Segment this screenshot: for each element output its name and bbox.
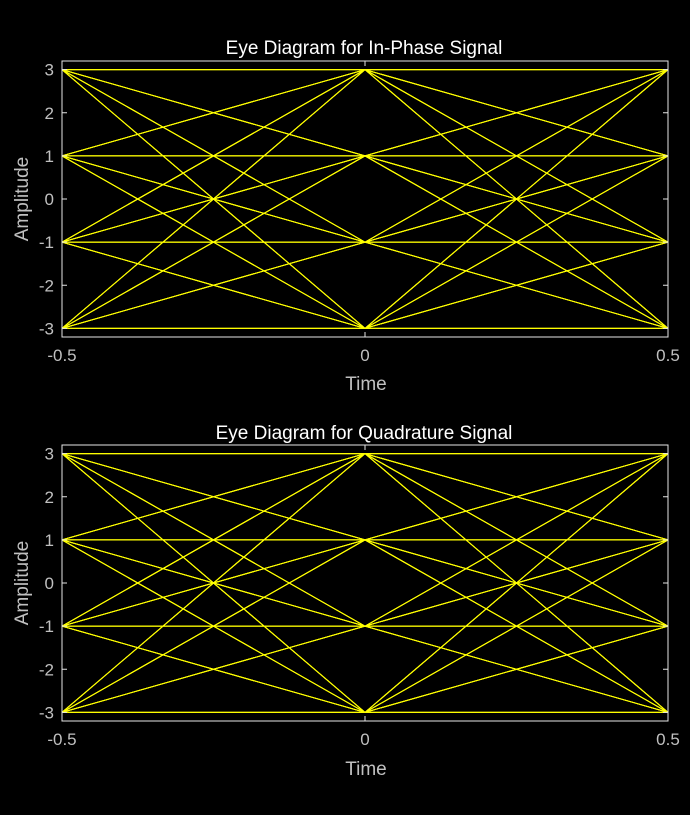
x-tick-label: -0.5 bbox=[47, 346, 76, 365]
x-tick-label: 0 bbox=[360, 730, 369, 749]
eye-trace bbox=[61, 453, 669, 541]
trace-group bbox=[61, 68, 669, 330]
x-tick-label: 0 bbox=[360, 346, 369, 365]
y-tick-label: -3 bbox=[39, 703, 54, 722]
y-tick-label: -2 bbox=[39, 660, 54, 679]
y-tick-label: 2 bbox=[45, 488, 54, 507]
x-axis-label: Time bbox=[345, 374, 387, 395]
x-tick-label: -0.5 bbox=[47, 730, 76, 749]
y-tick-label: -1 bbox=[39, 617, 54, 636]
y-axis-label: Amplitude bbox=[12, 541, 33, 626]
trace-group bbox=[61, 452, 669, 714]
x-axis-label: Time bbox=[345, 759, 387, 780]
eye-trace bbox=[61, 69, 669, 157]
y-tick-label: 1 bbox=[45, 147, 54, 166]
y-tick-label: -1 bbox=[39, 233, 54, 252]
subplot-in-phase: Eye Diagram for In-Phase Signal 3 2 1 0 -1 -2… bbox=[12, 38, 680, 395]
y-tick-label: 0 bbox=[45, 190, 54, 209]
subplot-quadrature: Eye Diagram for Quadrature Signal 3 2 1 0 -1… bbox=[12, 423, 680, 780]
y-tick-label: 2 bbox=[45, 104, 54, 123]
y-axis-label: Amplitude bbox=[12, 157, 33, 242]
chart-title: Eye Diagram for Quadrature Signal bbox=[216, 423, 513, 444]
x-axis: -0.5 0 0.5 bbox=[47, 61, 680, 365]
x-tick-label: 0.5 bbox=[656, 730, 680, 749]
y-tick-label: 0 bbox=[45, 574, 54, 593]
y-axis: 3 2 1 0 -1 -2 -3 bbox=[39, 61, 668, 338]
chart-title: Eye Diagram for In-Phase Signal bbox=[226, 38, 503, 59]
x-axis: -0.5 0 0.5 bbox=[47, 445, 680, 749]
y-tick-label: 1 bbox=[45, 531, 54, 550]
y-axis: 3 2 1 0 -1 -2 -3 bbox=[39, 445, 668, 722]
x-tick-label: 0.5 bbox=[656, 346, 680, 365]
y-tick-label: -2 bbox=[39, 276, 54, 295]
y-tick-label: 3 bbox=[45, 445, 54, 464]
y-tick-label: 3 bbox=[45, 61, 54, 80]
y-tick-label: -3 bbox=[39, 319, 54, 338]
